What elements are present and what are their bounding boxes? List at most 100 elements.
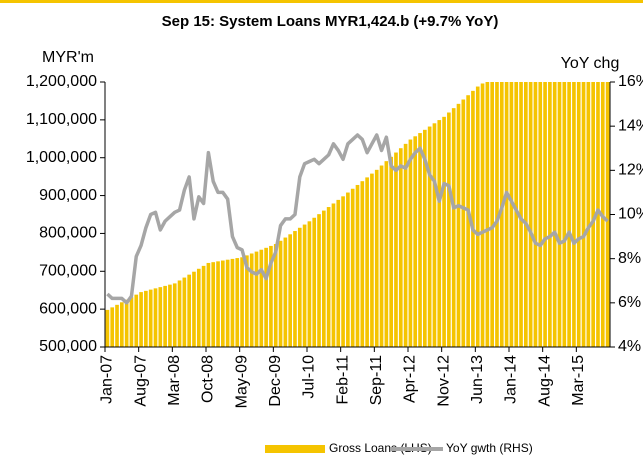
bar [374, 169, 379, 347]
bar [148, 289, 153, 347]
bar [264, 247, 268, 347]
legend-swatch [265, 445, 325, 453]
bar [490, 82, 494, 347]
chart-title: Sep 15: System Loans MYR1,424.b (+9.7% Y… [162, 13, 499, 30]
bar [586, 82, 591, 347]
bar [543, 82, 547, 347]
x-tick-label: Jul-10 [301, 355, 318, 399]
x-tick-label: Feb-11 [334, 355, 351, 405]
bar [480, 83, 485, 347]
x-tick-label: Jan-14 [503, 355, 520, 404]
x-tick-label: Aug-07 [132, 355, 149, 407]
bar [341, 196, 345, 347]
bar [384, 161, 389, 347]
bar [216, 261, 220, 347]
bar [413, 136, 418, 347]
bar [552, 82, 557, 347]
x-tick-label: Dec-09 [267, 355, 284, 407]
bar [398, 148, 403, 347]
bar [475, 86, 480, 347]
bar [115, 304, 119, 347]
bar [273, 244, 278, 347]
y-tick-label: 600,000 [39, 300, 97, 317]
y2-tick-label: 12% [618, 162, 643, 179]
bar [124, 299, 129, 347]
bar [302, 224, 307, 347]
bar [177, 280, 182, 347]
bar [442, 116, 446, 347]
bar [322, 210, 326, 347]
bar [168, 284, 172, 347]
bar [451, 108, 456, 347]
bar [317, 214, 321, 347]
bar [360, 181, 365, 347]
bar [600, 82, 605, 347]
bar [172, 283, 177, 347]
bar [403, 143, 408, 347]
bar [221, 260, 225, 347]
bar [576, 82, 581, 347]
y-tick-label: 900,000 [39, 187, 97, 204]
bar [153, 288, 158, 347]
bar [278, 240, 283, 347]
bar [572, 82, 576, 347]
bar [336, 199, 341, 347]
bar [596, 82, 600, 347]
bar [533, 82, 538, 347]
bar [514, 82, 519, 347]
plot-area [105, 82, 610, 347]
y2-tick-label: 10% [618, 206, 643, 223]
bar [418, 133, 422, 347]
bar [432, 123, 437, 347]
bar [331, 203, 336, 347]
bar [471, 90, 475, 347]
x-tick-label: Apr-12 [402, 355, 419, 403]
bar [370, 173, 374, 347]
y2-tick-label: 14% [618, 117, 643, 134]
x-tick-label: Jun-13 [469, 355, 486, 404]
y-tick-label: 1,200,000 [26, 73, 97, 90]
bar [485, 82, 490, 347]
bar [230, 258, 235, 347]
bar [528, 82, 533, 347]
bar [297, 227, 302, 347]
bar [144, 290, 148, 347]
bar [249, 253, 254, 347]
bar [379, 165, 384, 347]
bar [389, 156, 393, 347]
y2-tick-label: 8% [618, 250, 641, 267]
bar [557, 82, 562, 347]
x-tick-label: Jan-07 [99, 355, 116, 404]
bar [355, 184, 360, 347]
x-tick-label: May-09 [233, 355, 250, 408]
bar [346, 192, 350, 347]
bar [466, 95, 470, 347]
bar [254, 251, 259, 347]
bar [605, 82, 610, 347]
bar [538, 82, 543, 347]
bar [288, 234, 292, 347]
bar [504, 82, 509, 347]
bar [182, 277, 187, 347]
bar [427, 126, 432, 347]
y2-tick-label: 16% [618, 73, 643, 90]
bar [326, 207, 331, 347]
bar [235, 258, 240, 347]
y-axis-label: MYR'm [42, 49, 94, 66]
y2-tick-label: 4% [618, 338, 641, 355]
bar [548, 82, 552, 347]
x-tick-label: Sep-11 [368, 355, 385, 406]
bar [259, 249, 264, 347]
bar [365, 177, 369, 347]
bar [269, 245, 273, 347]
bar [187, 274, 191, 347]
bar [139, 292, 143, 347]
bar [509, 82, 514, 347]
bar [461, 99, 466, 347]
legend-label: Gross Loans (LHS) [329, 441, 432, 455]
bar [196, 268, 201, 347]
top-border [0, 0, 643, 3]
line [106, 133, 609, 305]
bar [110, 307, 115, 347]
bar [408, 139, 413, 347]
